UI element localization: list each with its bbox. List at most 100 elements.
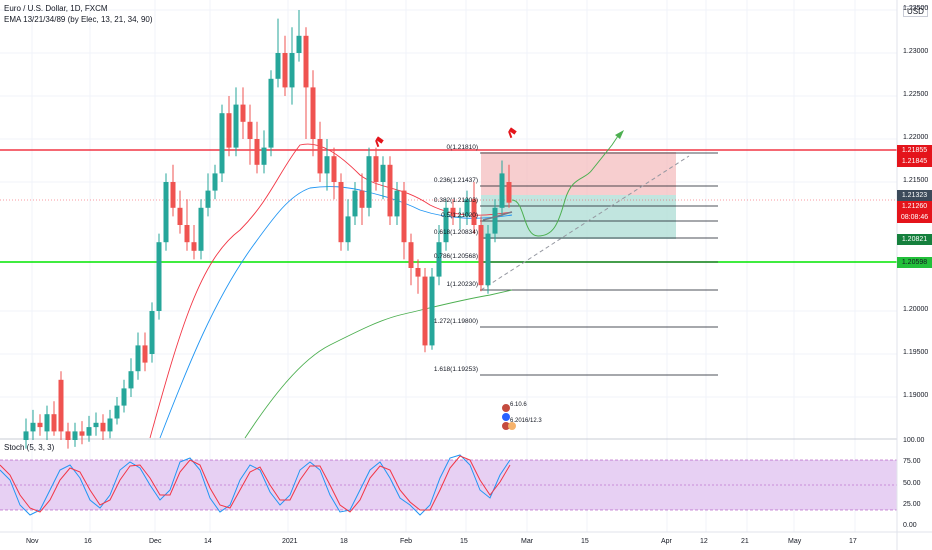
symbol-title: Euro / U.S. Dollar, 1D, FXCM [4, 4, 108, 13]
ema-13-line [149, 143, 513, 439]
candle-body [233, 104, 239, 148]
fib-level-label: 1.272(1.19800) [433, 318, 478, 325]
stoch-title: Stoch (5, 3, 3) [4, 443, 55, 452]
date-tick: 17 [849, 538, 857, 545]
candle-body [142, 345, 148, 363]
candle-body [51, 414, 57, 432]
ema-89-line [244, 289, 513, 439]
date-tick: May [788, 538, 802, 545]
candle-body [275, 53, 281, 79]
candle-body [331, 156, 337, 182]
candle-body [303, 35, 309, 88]
candle-body [296, 35, 302, 53]
date-tick: 15 [581, 538, 589, 545]
price-label: 1.21260 [897, 201, 932, 212]
candle-body [506, 182, 512, 203]
stoch-tick: 25.00 [903, 501, 921, 508]
candle-body [86, 427, 92, 436]
date-tick: Dec [149, 538, 162, 545]
candle-body [324, 156, 330, 174]
date-tick: 18 [340, 538, 348, 545]
candle-body [415, 268, 421, 277]
candle-body [30, 422, 36, 432]
date-tick: Mar [521, 538, 534, 545]
candle-body [219, 113, 225, 174]
candle-body [163, 182, 169, 243]
candle-body [499, 173, 505, 208]
candle-body [135, 345, 141, 372]
price-label: 1.20598 [897, 257, 932, 268]
candle-body [450, 207, 456, 217]
hammer-marker-icon[interactable] [508, 127, 517, 139]
candle-body [471, 199, 477, 225]
candle-body [317, 139, 323, 174]
fib-level-label: 1.618(1.19253) [433, 366, 478, 373]
candle-body [478, 225, 484, 286]
candle-body [457, 216, 463, 218]
candlesticks [23, 10, 512, 449]
stoch-tick: 50.00 [903, 480, 921, 487]
event-badge-2: 6.2016/12.3 [510, 418, 542, 424]
date-tick: 14 [204, 538, 212, 545]
candle-body [464, 199, 470, 217]
fibonacci-retracement[interactable] [480, 152, 718, 376]
price-label: 1.21845 [897, 156, 932, 167]
candle-body [429, 276, 435, 346]
candle-body [401, 190, 407, 243]
price-tick: 1.22000 [903, 134, 929, 141]
fib-level-label: 0(1.21810) [446, 144, 478, 151]
indicator-title: EMA 13/21/34/89 (by Elec, 13, 21, 34, 90… [4, 15, 153, 24]
candle-body [492, 207, 498, 234]
candle-body [128, 371, 134, 389]
fib-level-label: 0.618(1.20834) [433, 229, 478, 236]
candle-body [114, 405, 120, 419]
price-label: 1.20821 [897, 234, 932, 245]
candle-body [310, 87, 316, 139]
candle-body [387, 164, 393, 217]
candle-body [198, 207, 204, 251]
date-tick: 21 [741, 538, 749, 545]
candle-body [100, 422, 106, 432]
stoch-d-line [0, 455, 511, 513]
candle-body [394, 190, 400, 217]
candle-body [58, 379, 64, 432]
ema-short-overlay [482, 211, 513, 221]
date-tick: Apr [661, 538, 672, 545]
candle-body [352, 190, 358, 217]
currency-button[interactable]: USD [903, 6, 928, 17]
candle-body [170, 182, 176, 208]
stoch-tick: 75.00 [903, 458, 921, 465]
projection-path[interactable] [511, 132, 621, 237]
hammer-marker-icon[interactable] [375, 136, 384, 148]
price-label: 1.21323 [897, 190, 932, 201]
price-tick: 1.19000 [903, 392, 929, 399]
date-tick: 15 [460, 538, 468, 545]
candle-body [37, 422, 43, 428]
fib-level-label: 0.236(1.21437) [433, 177, 478, 184]
candle-body [436, 242, 442, 277]
candle-body [65, 431, 71, 440]
ema-lines [149, 143, 513, 439]
date-tick: 16 [84, 538, 92, 545]
price-tick: 1.19500 [903, 349, 929, 356]
price-tick: 1.21500 [903, 177, 929, 184]
date-tick: Feb [400, 538, 413, 545]
candle-body [156, 242, 162, 311]
price-label: 08:08:46 [897, 212, 932, 223]
grid-lines [0, 0, 897, 532]
date-tick: 12 [700, 538, 708, 545]
candle-body [373, 156, 379, 182]
price-tick: 1.23000 [903, 48, 929, 55]
candle-body [79, 431, 85, 436]
candle-body [443, 207, 449, 243]
candle-body [121, 388, 127, 406]
flag-event-icon[interactable] [502, 404, 516, 430]
fib-level-label: 0.382(1.21203) [433, 197, 478, 204]
fib-level-label: 1(1.20230) [446, 281, 478, 288]
trend-line[interactable] [480, 155, 690, 291]
candle-body [177, 207, 183, 225]
candle-body [72, 431, 78, 440]
ema-34-line [159, 186, 513, 439]
candle-body [93, 422, 99, 428]
